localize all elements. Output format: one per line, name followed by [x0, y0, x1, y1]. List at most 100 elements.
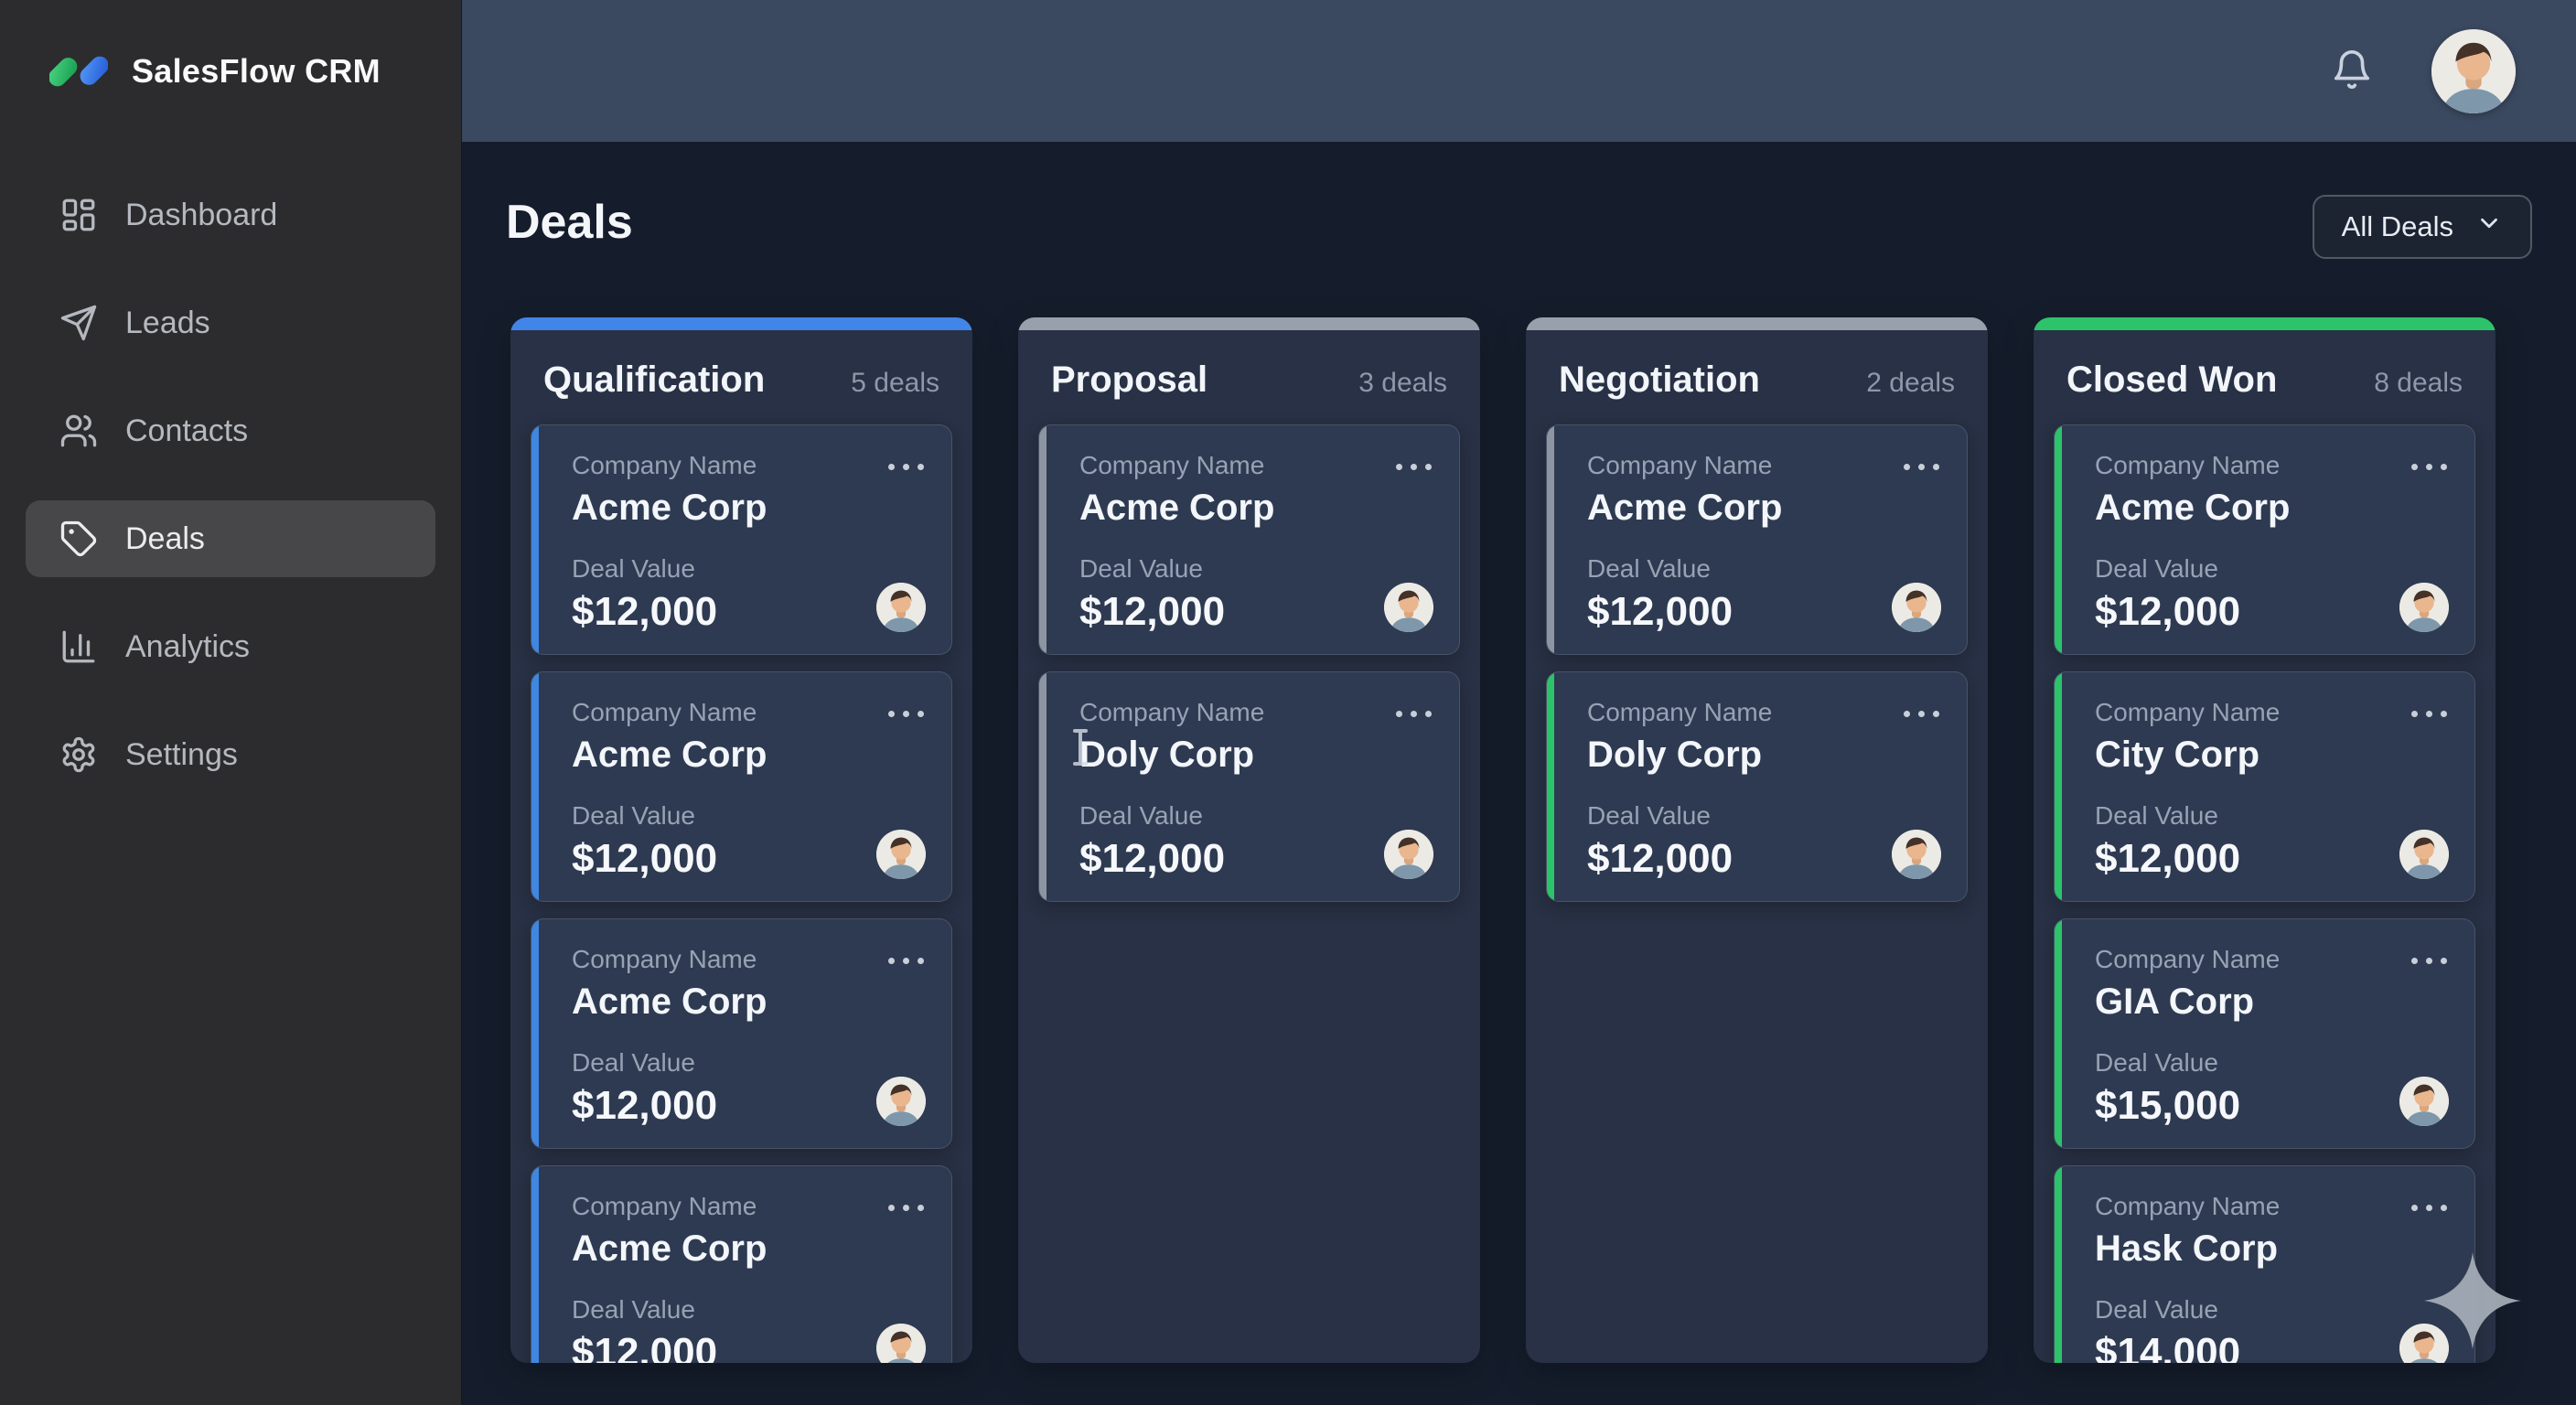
- company-label: Company Name: [2095, 1192, 2281, 1220]
- card-menu-button[interactable]: [888, 945, 924, 964]
- company-label: Company Name: [1587, 451, 1773, 479]
- deal-card[interactable]: Company Name Acme Corp Deal Value $12,00…: [1546, 424, 1968, 655]
- column-header: Negotiation 2 deals: [1526, 330, 1988, 424]
- card-menu-button[interactable]: [2411, 698, 2447, 717]
- sidebar-item-dashboard[interactable]: Dashboard: [26, 177, 435, 253]
- deal-value-label: Deal Value: [572, 1048, 695, 1077]
- card-menu-button[interactable]: [1396, 451, 1432, 470]
- sidebar: SalesFlow CRM Dashboard Leads Contacts: [0, 0, 462, 1405]
- sidebar-nav: Dashboard Leads Contacts Deals: [0, 177, 461, 824]
- sparkle-icon: [2424, 1250, 2521, 1351]
- card-accent-stripe: [1039, 425, 1046, 654]
- brand: SalesFlow CRM: [0, 0, 461, 101]
- card-menu-button[interactable]: [888, 1192, 924, 1211]
- deals-filter-dropdown[interactable]: All Deals: [2312, 195, 2532, 259]
- card-menu-button[interactable]: [888, 451, 924, 470]
- main-content: Deals All Deals Qualification 5 deals Co…: [462, 142, 2576, 1405]
- card-accent-stripe: [2055, 919, 2062, 1148]
- sidebar-item-label: Dashboard: [125, 197, 278, 232]
- company-name: Acme Corp: [1079, 488, 1275, 528]
- deal-value-label: Deal Value: [1587, 801, 1711, 830]
- column-header: Proposal 3 deals: [1018, 330, 1480, 424]
- card-list: Company Name Acme Corp Deal Value $12,00…: [2034, 424, 2496, 1363]
- column-title: Qualification: [543, 359, 766, 400]
- deal-card[interactable]: Company Name Acme Corp Deal Value $12,00…: [531, 918, 952, 1149]
- app-title: SalesFlow CRM: [132, 52, 381, 90]
- deal-card[interactable]: Company Name Acme Corp Deal Value $12,00…: [531, 671, 952, 902]
- salesflow-logo-icon: [49, 56, 108, 87]
- deal-value: $12,000: [2095, 836, 2241, 881]
- deal-value: $12,000: [572, 836, 718, 881]
- deal-card[interactable]: Company Name City Corp Deal Value $12,00…: [2054, 671, 2475, 902]
- page-title: Deals: [506, 196, 633, 249]
- company-label: Company Name: [2095, 698, 2281, 726]
- sidebar-item-analytics[interactable]: Analytics: [26, 608, 435, 685]
- card-accent-stripe: [531, 1166, 539, 1363]
- card-menu-button[interactable]: [2411, 945, 2447, 964]
- deal-value-label: Deal Value: [2095, 1048, 2218, 1077]
- column-count: 5 deals: [851, 368, 939, 398]
- sidebar-item-label: Leads: [125, 305, 210, 340]
- deal-value: $14,000: [2095, 1330, 2241, 1363]
- card-menu-button[interactable]: [2411, 451, 2447, 470]
- card-list: Company Name Acme Corp Deal Value $12,00…: [1018, 424, 1480, 902]
- deal-card[interactable]: Company Name Doly Corp Deal Value $12,00…: [1546, 671, 1968, 902]
- card-accent-stripe: [1039, 672, 1046, 901]
- deal-card[interactable]: Company Name Acme Corp Deal Value $12,00…: [1038, 424, 1460, 655]
- company-name: GIA Corp: [2095, 981, 2255, 1022]
- column-title: Closed Won: [2066, 359, 2278, 400]
- send-icon: [59, 304, 98, 342]
- assignee-avatar: [2399, 1324, 2449, 1363]
- sidebar-item-settings[interactable]: Settings: [26, 716, 435, 793]
- card-accent-stripe: [2055, 1166, 2062, 1363]
- deal-value: $12,000: [2095, 589, 2241, 634]
- company-name: Acme Corp: [1587, 488, 1783, 528]
- company-label: Company Name: [2095, 451, 2281, 479]
- assignee-avatar: [1384, 830, 1433, 879]
- deal-value-label: Deal Value: [572, 554, 695, 583]
- sidebar-item-label: Contacts: [125, 413, 249, 448]
- deal-value-label: Deal Value: [2095, 554, 2218, 583]
- company-label: Company Name: [572, 698, 757, 726]
- card-accent-stripe: [2055, 672, 2062, 901]
- company-name: City Corp: [2095, 735, 2259, 775]
- company-name: Doly Corp: [1587, 735, 1763, 775]
- deal-value: $12,000: [1079, 836, 1226, 881]
- user-avatar[interactable]: [2431, 28, 2516, 113]
- deal-card[interactable]: Company Name GIA Corp Deal Value $15,000: [2054, 918, 2475, 1149]
- sidebar-item-leads[interactable]: Leads: [26, 284, 435, 361]
- sidebar-item-label: Settings: [125, 736, 238, 772]
- assignee-avatar: [2399, 1077, 2449, 1126]
- column-header: Closed Won 8 deals: [2034, 330, 2496, 424]
- assignee-avatar: [876, 583, 926, 632]
- deal-value: $12,000: [572, 589, 718, 634]
- text-cursor: [1070, 727, 1090, 767]
- card-menu-button[interactable]: [1904, 698, 1939, 717]
- notifications-button[interactable]: [2331, 48, 2373, 93]
- card-menu-button[interactable]: [1396, 698, 1432, 717]
- deal-value: $12,000: [572, 1330, 718, 1363]
- card-accent-stripe: [531, 672, 539, 901]
- company-name: Acme Corp: [572, 488, 767, 528]
- card-menu-button[interactable]: [888, 698, 924, 717]
- company-name: Hask Corp: [2095, 1228, 2279, 1269]
- deal-value-label: Deal Value: [1079, 801, 1203, 830]
- deal-card[interactable]: Company Name Acme Corp Deal Value $12,00…: [531, 1165, 952, 1363]
- deal-card[interactable]: Company Name Acme Corp Deal Value $12,00…: [531, 424, 952, 655]
- filter-label: All Deals: [2341, 210, 2453, 242]
- column-accent: [1526, 317, 1988, 330]
- deal-card[interactable]: Company Name Hask Corp Deal Value $14,00…: [2054, 1165, 2475, 1363]
- card-menu-button[interactable]: [2411, 1192, 2447, 1211]
- company-label: Company Name: [1079, 698, 1265, 726]
- card-accent-stripe: [1547, 672, 1554, 901]
- company-name: Acme Corp: [572, 735, 767, 775]
- sidebar-item-deals[interactable]: Deals: [26, 500, 435, 577]
- card-list: Company Name Acme Corp Deal Value $12,00…: [510, 424, 972, 1363]
- column-header: Qualification 5 deals: [510, 330, 972, 424]
- deal-value: $12,000: [1587, 589, 1733, 634]
- assignee-avatar: [1892, 583, 1941, 632]
- deal-card[interactable]: Company Name Doly Corp Deal Value $12,00…: [1038, 671, 1460, 902]
- deal-card[interactable]: Company Name Acme Corp Deal Value $12,00…: [2054, 424, 2475, 655]
- sidebar-item-contacts[interactable]: Contacts: [26, 392, 435, 469]
- card-menu-button[interactable]: [1904, 451, 1939, 470]
